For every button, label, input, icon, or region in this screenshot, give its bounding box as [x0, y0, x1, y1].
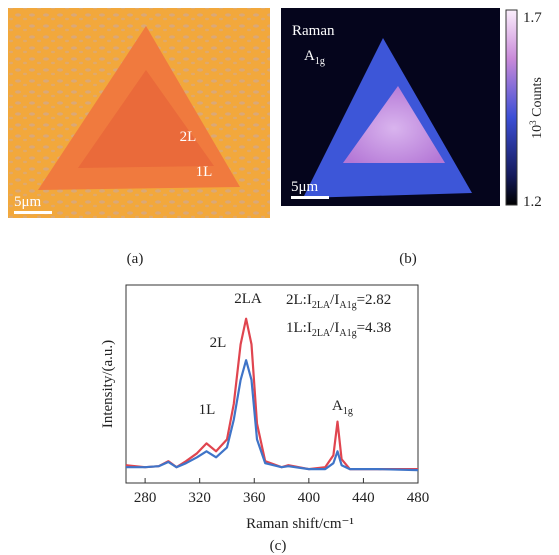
- scale-bar: [291, 196, 329, 199]
- mode-base: A: [304, 48, 315, 64]
- label-rest: Counts: [530, 77, 545, 120]
- ratio-part: =4.38: [357, 320, 392, 336]
- label-base: 10: [530, 125, 545, 139]
- layer-label: 1L: [196, 164, 213, 180]
- panel-a: 2L 1L 5μm (a): [8, 8, 270, 267]
- ratio-part: 2L:I: [286, 292, 312, 308]
- map-mode: A1g: [304, 48, 325, 67]
- colorbar-tick: 1.7: [523, 10, 542, 26]
- colorbar-tick: 1.2: [523, 194, 542, 210]
- mode-sub: 1g: [315, 56, 325, 67]
- caption: (c): [270, 538, 287, 554]
- mode-label: A1g: [332, 398, 353, 417]
- peak-label: 2LA: [234, 291, 262, 307]
- ratio-part: =2.82: [357, 292, 392, 308]
- x-tick-label: 480: [407, 490, 430, 506]
- layer-label: 2L: [180, 129, 197, 145]
- colorbar-label: 103 Counts: [528, 77, 545, 139]
- flake-2l: [343, 86, 445, 163]
- ratio-label: 2L:I2LA/IA1g=2.82: [286, 292, 391, 311]
- label-sup: 3: [528, 120, 538, 125]
- mode-sub: 1g: [343, 406, 353, 417]
- series-label: 2L: [210, 335, 227, 351]
- flake-2l: [78, 70, 214, 168]
- ratio-part: /I: [330, 292, 339, 308]
- spectrum-line: [126, 359, 419, 472]
- ratio-part: A1g: [339, 328, 356, 339]
- scale-text: 5μm: [14, 194, 42, 210]
- scale-text: 5μm: [291, 179, 319, 195]
- scale-bar: [14, 211, 52, 214]
- y-axis-label: Intensity/(a.u.): [100, 340, 116, 428]
- ratio-part: /I: [330, 320, 339, 336]
- ratio-part: 1L:I: [286, 320, 312, 336]
- colorbar: [505, 9, 518, 206]
- series-label: 1L: [199, 402, 216, 418]
- map-title: Raman: [292, 23, 335, 39]
- x-axis-label: Raman shift/cm⁻¹: [246, 516, 354, 532]
- x-tick-label: 320: [188, 490, 211, 506]
- spectrum-line: [125, 317, 418, 471]
- caption: (a): [127, 251, 144, 267]
- ratio-part: A1g: [339, 300, 356, 311]
- x-tick-label: 440: [352, 490, 375, 506]
- caption: (b): [399, 251, 417, 267]
- panel-c: Raman shift/cm⁻¹ Intensity/(a.u.) (c) 2L…: [100, 284, 430, 554]
- ratio-part: 2LA: [312, 300, 331, 311]
- x-tick-label: 360: [243, 490, 266, 506]
- plot-frame: [125, 284, 419, 484]
- x-tick-label: 280: [134, 490, 157, 506]
- ratio-part: 2LA: [312, 328, 331, 339]
- mode-base: A: [332, 398, 343, 414]
- x-tick-label: 400: [298, 490, 321, 506]
- ratio-label: 1L:I2LA/IA1g=4.38: [286, 320, 391, 339]
- panel-b: Raman A1g 5μm 1.7 1.2 103 Counts (b): [281, 8, 545, 267]
